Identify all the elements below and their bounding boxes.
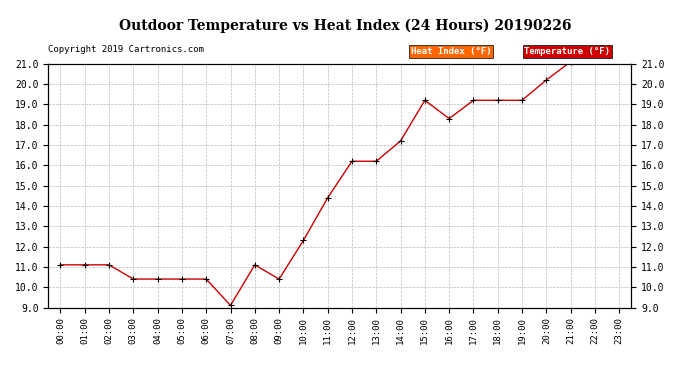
Text: Heat Index (°F): Heat Index (°F)	[411, 47, 491, 56]
Text: Outdoor Temperature vs Heat Index (24 Hours) 20190226: Outdoor Temperature vs Heat Index (24 Ho…	[119, 19, 571, 33]
Text: Copyright 2019 Cartronics.com: Copyright 2019 Cartronics.com	[48, 45, 204, 54]
Text: Temperature (°F): Temperature (°F)	[524, 47, 611, 56]
